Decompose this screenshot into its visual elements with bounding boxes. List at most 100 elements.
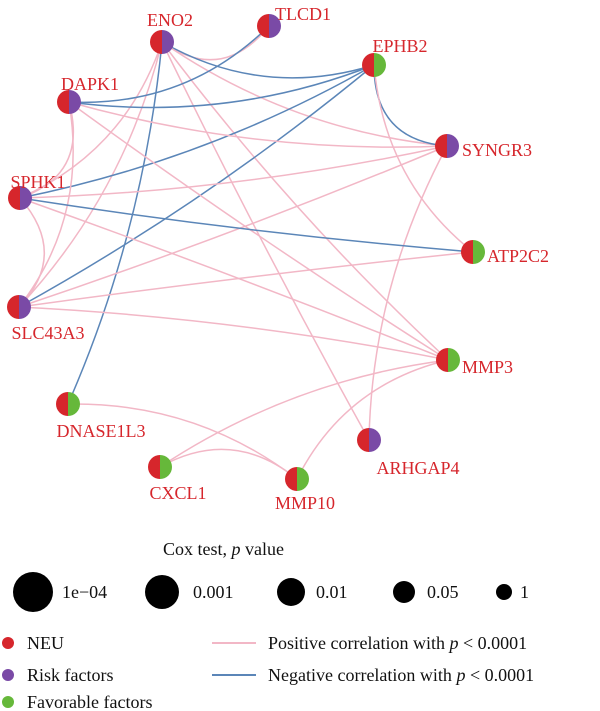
- node-labels-layer: ENO2 TLCD1 EPHB2 DAPK1 SYNGR3 SPHK1 ATP2C2 SLC4…: [10, 4, 549, 513]
- edges-layer: [18, 25, 474, 480]
- edge-slc43a3-mmp3: [18, 306, 449, 361]
- size-legend-label-2: 0.01: [316, 582, 348, 602]
- node-neu-half: [436, 348, 448, 372]
- node-label-dapk1: DAPK1: [61, 74, 119, 94]
- edge-ephb2-dapk1: [68, 64, 375, 109]
- node-slc43a3[interactable]: [7, 295, 31, 319]
- node-atp2c2[interactable]: [461, 240, 485, 264]
- node-risk-half: [162, 30, 174, 54]
- size-legend-label-1: 0.001: [193, 582, 234, 602]
- legend-label-neu: NEU: [27, 633, 64, 653]
- node-risk-half: [69, 90, 81, 114]
- node-favorable-half: [473, 240, 485, 264]
- edge-dapk1-mmp3: [68, 101, 449, 361]
- edge-syngr3-arhgap4: [368, 145, 448, 441]
- node-tlcd1[interactable]: [257, 14, 281, 38]
- node-risk-half: [369, 428, 381, 452]
- node-label-dnase1l3: DNASE1L3: [57, 421, 146, 441]
- node-favorable-half: [68, 392, 80, 416]
- edge-mmp10-mmp3: [296, 359, 449, 480]
- edge-ephb2-sphk1: [19, 64, 375, 199]
- node-sphk1[interactable]: [8, 186, 32, 210]
- node-mmp3[interactable]: [436, 348, 460, 372]
- node-neu-half: [461, 240, 473, 264]
- nodes-layer: [7, 14, 485, 491]
- node-cxcl1[interactable]: [148, 455, 172, 479]
- node-label-slc43a3: SLC43A3: [11, 323, 84, 343]
- edge-dapk1-slc43a3: [18, 101, 74, 308]
- node-favorable-half: [297, 467, 309, 491]
- legend-label-negative-correlation: Negative correlation with p < 0.0001: [268, 665, 534, 685]
- legend-label-positive-correlation: Positive correlation with p < 0.0001: [268, 633, 527, 653]
- edge-syngr3-slc43a3: [18, 145, 448, 308]
- size-legend-label-0: 1e−04: [62, 582, 107, 602]
- edge-eno2-tlcd1: [161, 25, 270, 61]
- node-label-atp2c2: ATP2C2: [487, 246, 549, 266]
- edge-cxcl1-mmp10: [159, 448, 298, 480]
- size-legend-label-4: 1: [520, 582, 529, 602]
- node-favorable-half: [448, 348, 460, 372]
- edge-eno2-mmp3: [161, 41, 449, 361]
- node-risk-half: [447, 134, 459, 158]
- edge-eno2-slc43a3: [18, 41, 163, 308]
- node-favorable-half: [374, 53, 386, 77]
- node-neu-half: [150, 30, 162, 54]
- node-eno2[interactable]: [150, 30, 174, 54]
- edge-dapk1-syngr3: [68, 101, 448, 148]
- node-label-cxcl1: CXCL1: [149, 483, 206, 503]
- node-favorable-half: [160, 455, 172, 479]
- node-neu-half: [8, 186, 20, 210]
- node-mmp10[interactable]: [285, 467, 309, 491]
- size-legend-label-3: 0.05: [427, 582, 459, 602]
- edge-sphk1-atp2c2: [19, 197, 474, 253]
- edge-eno2-syngr3: [161, 41, 448, 147]
- legend-label-risk: Risk factors: [27, 665, 113, 685]
- edge-eno2-arhgap4: [161, 41, 370, 441]
- edge-sphk1-mmp3: [19, 197, 449, 361]
- edge-tlcd1-dapk1: [68, 25, 270, 104]
- size-legend-circle-3: [393, 581, 415, 603]
- node-label-mmp3: MMP3: [462, 357, 513, 377]
- edge-dnase1l3-mmp10: [67, 403, 298, 480]
- edge-ephb2-atp2c2: [373, 64, 474, 253]
- node-ephb2[interactable]: [362, 53, 386, 77]
- node-label-mmp10: MMP10: [275, 493, 335, 513]
- size-legend-items: 1e−04 0.001 0.01 0.05 1: [13, 572, 529, 612]
- legend-label-favorable: Favorable factors: [27, 692, 152, 711]
- edge-sphk1-slc43a3: [18, 197, 46, 308]
- node-neu-half: [362, 53, 374, 77]
- legend-dot-risk: [2, 669, 14, 681]
- legend: Cox test, p value 1e−04 0.001 0.01 0.05 1 NE…: [2, 539, 534, 711]
- node-label-syngr3: SYNGR3: [462, 140, 532, 160]
- edge-eno2-ephb2: [161, 41, 375, 79]
- node-label-arhgap4: ARHGAP4: [376, 458, 459, 478]
- node-neu-half: [285, 467, 297, 491]
- node-label-eno2: ENO2: [147, 10, 193, 30]
- edge-atp2c2-slc43a3: [18, 251, 474, 308]
- node-syngr3[interactable]: [435, 134, 459, 158]
- edge-dapk1-sphk1: [19, 101, 75, 199]
- node-label-ephb2: EPHB2: [372, 36, 427, 56]
- node-type-legend: NEU Risk factors Favorable factors: [2, 633, 152, 711]
- edge-ephb2-syngr3: [373, 64, 448, 147]
- node-neu-half: [148, 455, 160, 479]
- node-dapk1[interactable]: [57, 90, 81, 114]
- node-dnase1l3[interactable]: [56, 392, 80, 416]
- legend-dot-neu: [2, 637, 14, 649]
- node-neu-half: [357, 428, 369, 452]
- node-neu-half: [435, 134, 447, 158]
- size-legend-circle-1: [145, 575, 179, 609]
- node-risk-half: [20, 186, 32, 210]
- node-arhgap4[interactable]: [357, 428, 381, 452]
- size-legend-circle-0: [13, 572, 53, 612]
- size-legend-circle-2: [277, 578, 305, 606]
- edge-eno2-dnase1l3: [67, 41, 163, 405]
- size-legend-title: Cox test, p value: [163, 539, 284, 559]
- node-neu-half: [7, 295, 19, 319]
- node-risk-half: [19, 295, 31, 319]
- node-neu-half: [57, 90, 69, 114]
- node-neu-half: [56, 392, 68, 416]
- node-label-tlcd1: TLCD1: [275, 4, 331, 24]
- node-neu-half: [257, 14, 269, 38]
